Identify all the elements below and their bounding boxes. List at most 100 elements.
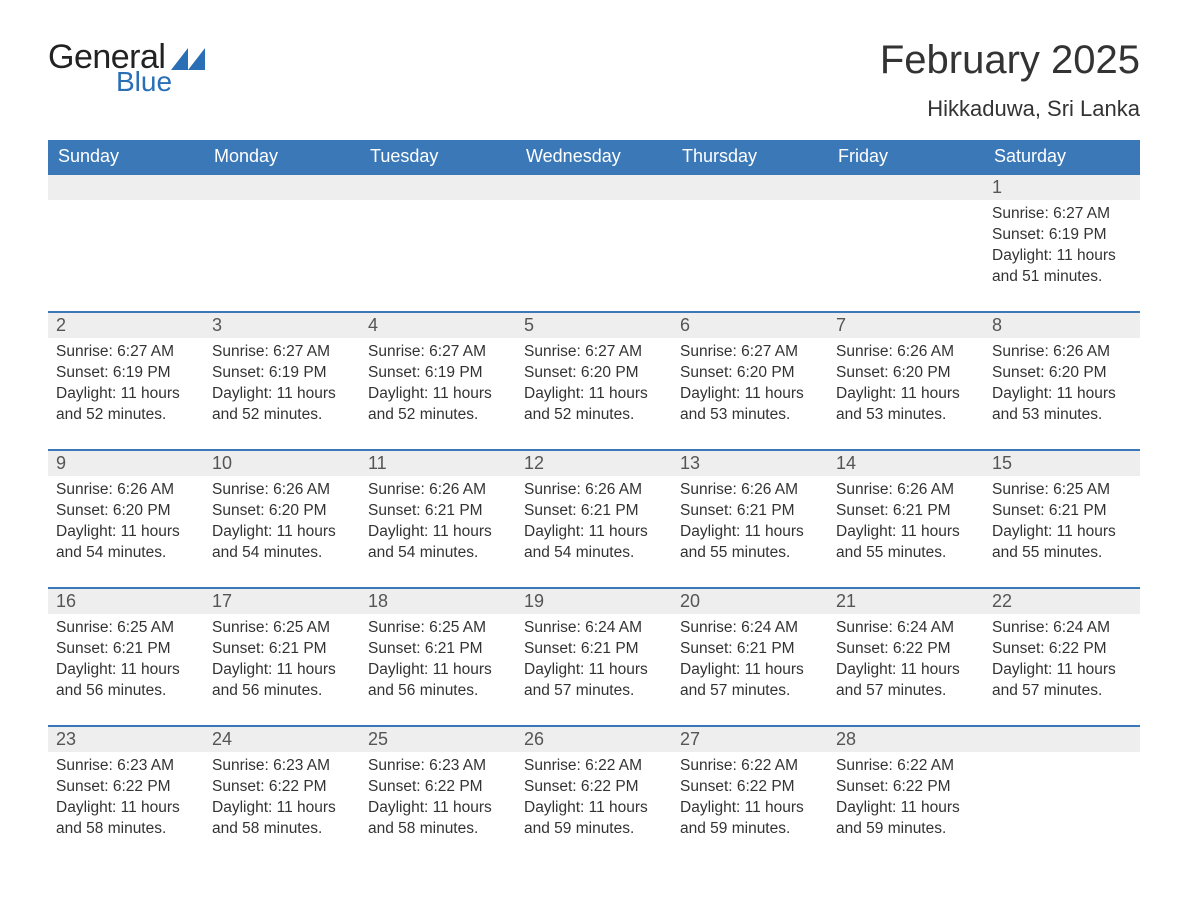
calendar-day-cell: 11Sunrise: 6:26 AMSunset: 6:21 PMDayligh… — [360, 449, 516, 587]
day-details: Sunrise: 6:22 AMSunset: 6:22 PMDaylight:… — [828, 752, 984, 848]
calendar-day-cell: 15Sunrise: 6:25 AMSunset: 6:21 PMDayligh… — [984, 449, 1140, 587]
day-details: Sunrise: 6:25 AMSunset: 6:21 PMDaylight:… — [48, 614, 204, 710]
sunrise-text: Sunrise: 6:24 AM — [680, 618, 820, 639]
sunset-text: Sunset: 6:19 PM — [992, 225, 1132, 246]
calendar-day-cell: 10 Sunrise: 6:26 AMSunset: 6:20 PMDayligh… — [204, 449, 360, 587]
day-number-bar: 12 — [516, 449, 672, 476]
calendar-day-cell: 4Sunrise: 6:27 AMSunset: 6:19 PMDaylight… — [360, 311, 516, 449]
page-title: February 2025 — [880, 40, 1140, 80]
calendar-day-cell: 17Sunrise: 6:25 AMSunset: 6:21 PMDayligh… — [204, 587, 360, 725]
day-number-bar: 18 — [360, 587, 516, 614]
day-number-bar: 2 — [48, 311, 204, 338]
day-number-bar: 3 — [204, 311, 360, 338]
calendar-day-cell: 16Sunrise: 6:25 AMSunset: 6:21 PMDayligh… — [48, 587, 204, 725]
day-number-bar: 10 — [204, 449, 360, 476]
daylight-text: Daylight: 11 hours and 58 minutes. — [56, 798, 196, 840]
sunset-text: Sunset: 6:22 PM — [524, 777, 664, 798]
day-details: Sunrise: 6:24 AMSunset: 6:21 PMDaylight:… — [672, 614, 828, 710]
sunrise-text: Sunrise: 6:26 AM — [212, 480, 352, 501]
daylight-text: Daylight: 11 hours and 56 minutes. — [212, 660, 352, 702]
calendar-day-cell: 12Sunrise: 6:26 AMSunset: 6:21 PMDayligh… — [516, 449, 672, 587]
weekday-header: Friday — [828, 140, 984, 173]
day-number-bar: 13 — [672, 449, 828, 476]
day-number-bar — [984, 725, 1140, 752]
daylight-text: Daylight: 11 hours and 52 minutes. — [56, 384, 196, 426]
sunrise-text: Sunrise: 6:25 AM — [56, 618, 196, 639]
day-details: Sunrise: 6:27 AMSunset: 6:19 PMDaylight:… — [984, 200, 1140, 296]
daylight-text: Daylight: 11 hours and 59 minutes. — [680, 798, 820, 840]
sunset-text: Sunset: 6:21 PM — [680, 639, 820, 660]
sunrise-text: Sunrise: 6:25 AM — [212, 618, 352, 639]
sunrise-text: Sunrise: 6:24 AM — [836, 618, 976, 639]
sunrise-text: Sunrise: 6:22 AM — [680, 756, 820, 777]
sunset-text: Sunset: 6:20 PM — [524, 363, 664, 384]
day-number-bar: 15 — [984, 449, 1140, 476]
daylight-text: Daylight: 11 hours and 58 minutes. — [212, 798, 352, 840]
sunset-text: Sunset: 6:21 PM — [524, 501, 664, 522]
sunrise-text: Sunrise: 6:26 AM — [56, 480, 196, 501]
sunrise-text: Sunrise: 6:26 AM — [368, 480, 508, 501]
sunset-text: Sunset: 6:22 PM — [680, 777, 820, 798]
calendar-day-cell: 19Sunrise: 6:24 AMSunset: 6:21 PMDayligh… — [516, 587, 672, 725]
sunrise-text: Sunrise: 6:24 AM — [524, 618, 664, 639]
sunset-text: Sunset: 6:22 PM — [836, 639, 976, 660]
calendar-day-cell: 28Sunrise: 6:22 AMSunset: 6:22 PMDayligh… — [828, 725, 984, 863]
day-details: Sunrise: 6:27 AMSunset: 6:19 PMDaylight:… — [360, 338, 516, 434]
sunrise-text: Sunrise: 6:25 AM — [368, 618, 508, 639]
sunset-text: Sunset: 6:20 PM — [212, 501, 352, 522]
sunset-text: Sunset: 6:22 PM — [212, 777, 352, 798]
day-details: Sunrise: 6:27 AMSunset: 6:20 PMDaylight:… — [672, 338, 828, 434]
calendar-day-cell: 1Sunrise: 6:27 AMSunset: 6:19 PMDaylight… — [984, 173, 1140, 311]
daylight-text: Daylight: 11 hours and 57 minutes. — [992, 660, 1132, 702]
calendar-week-row: 2 Sunrise: 6:27 AMSunset: 6:19 PMDaylight… — [48, 311, 1140, 449]
calendar-day-cell: 22Sunrise: 6:24 AMSunset: 6:22 PMDayligh… — [984, 587, 1140, 725]
calendar-day-cell: 7Sunrise: 6:26 AMSunset: 6:20 PMDaylight… — [828, 311, 984, 449]
day-details: Sunrise: 6:23 AMSunset: 6:22 PMDaylight:… — [360, 752, 516, 848]
header: General Blue February 2025 Hikkaduwa, Sr… — [48, 40, 1140, 122]
calendar-day-cell: 9Sunrise: 6:26 AMSunset: 6:20 PMDaylight… — [48, 449, 204, 587]
day-number-bar — [516, 173, 672, 200]
daylight-text: Daylight: 11 hours and 54 minutes. — [212, 522, 352, 564]
day-number-bar — [204, 173, 360, 200]
sunset-text: Sunset: 6:21 PM — [56, 639, 196, 660]
weekday-header: Saturday — [984, 140, 1140, 173]
calendar-day-cell — [204, 173, 360, 311]
daylight-text: Daylight: 11 hours and 53 minutes. — [680, 384, 820, 426]
sunset-text: Sunset: 6:19 PM — [368, 363, 508, 384]
calendar-week-row: 9Sunrise: 6:26 AMSunset: 6:20 PMDaylight… — [48, 449, 1140, 587]
daylight-text: Daylight: 11 hours and 55 minutes. — [836, 522, 976, 564]
weekday-header: Monday — [204, 140, 360, 173]
day-details: Sunrise: 6:23 AMSunset: 6:22 PMDaylight:… — [204, 752, 360, 848]
daylight-text: Daylight: 11 hours and 55 minutes. — [992, 522, 1132, 564]
day-number-bar: 26 — [516, 725, 672, 752]
calendar-day-cell: 3Sunrise: 6:27 AMSunset: 6:19 PMDaylight… — [204, 311, 360, 449]
day-details: Sunrise: 6:26 AMSunset: 6:21 PMDaylight:… — [516, 476, 672, 572]
weekday-header: Sunday — [48, 140, 204, 173]
sunset-text: Sunset: 6:20 PM — [992, 363, 1132, 384]
location-label: Hikkaduwa, Sri Lanka — [880, 96, 1140, 122]
daylight-text: Daylight: 11 hours and 57 minutes. — [680, 660, 820, 702]
day-number-bar: 22 — [984, 587, 1140, 614]
weekday-header-row: Sunday Monday Tuesday Wednesday Thursday… — [48, 140, 1140, 173]
daylight-text: Daylight: 11 hours and 53 minutes. — [992, 384, 1132, 426]
weekday-header: Tuesday — [360, 140, 516, 173]
sunrise-text: Sunrise: 6:26 AM — [992, 342, 1132, 363]
day-number-bar: 1 — [984, 173, 1140, 200]
daylight-text: Daylight: 11 hours and 53 minutes. — [836, 384, 976, 426]
sunrise-text: Sunrise: 6:26 AM — [524, 480, 664, 501]
sunset-text: Sunset: 6:21 PM — [212, 639, 352, 660]
calendar-day-cell: 8Sunrise: 6:26 AMSunset: 6:20 PMDaylight… — [984, 311, 1140, 449]
day-number-bar — [828, 173, 984, 200]
day-number-bar: 11 — [360, 449, 516, 476]
sunrise-text: Sunrise: 6:26 AM — [836, 480, 976, 501]
sunset-text: Sunset: 6:20 PM — [56, 501, 196, 522]
day-number-bar: 5 — [516, 311, 672, 338]
sunrise-text: Sunrise: 6:22 AM — [836, 756, 976, 777]
calendar-day-cell: 27Sunrise: 6:22 AMSunset: 6:22 PMDayligh… — [672, 725, 828, 863]
day-number-bar: 20 — [672, 587, 828, 614]
sunset-text: Sunset: 6:19 PM — [56, 363, 196, 384]
sunrise-text: Sunrise: 6:23 AM — [56, 756, 196, 777]
day-number-bar — [672, 173, 828, 200]
day-details: Sunrise: 6:25 AMSunset: 6:21 PMDaylight:… — [984, 476, 1140, 572]
sunset-text: Sunset: 6:19 PM — [212, 363, 352, 384]
